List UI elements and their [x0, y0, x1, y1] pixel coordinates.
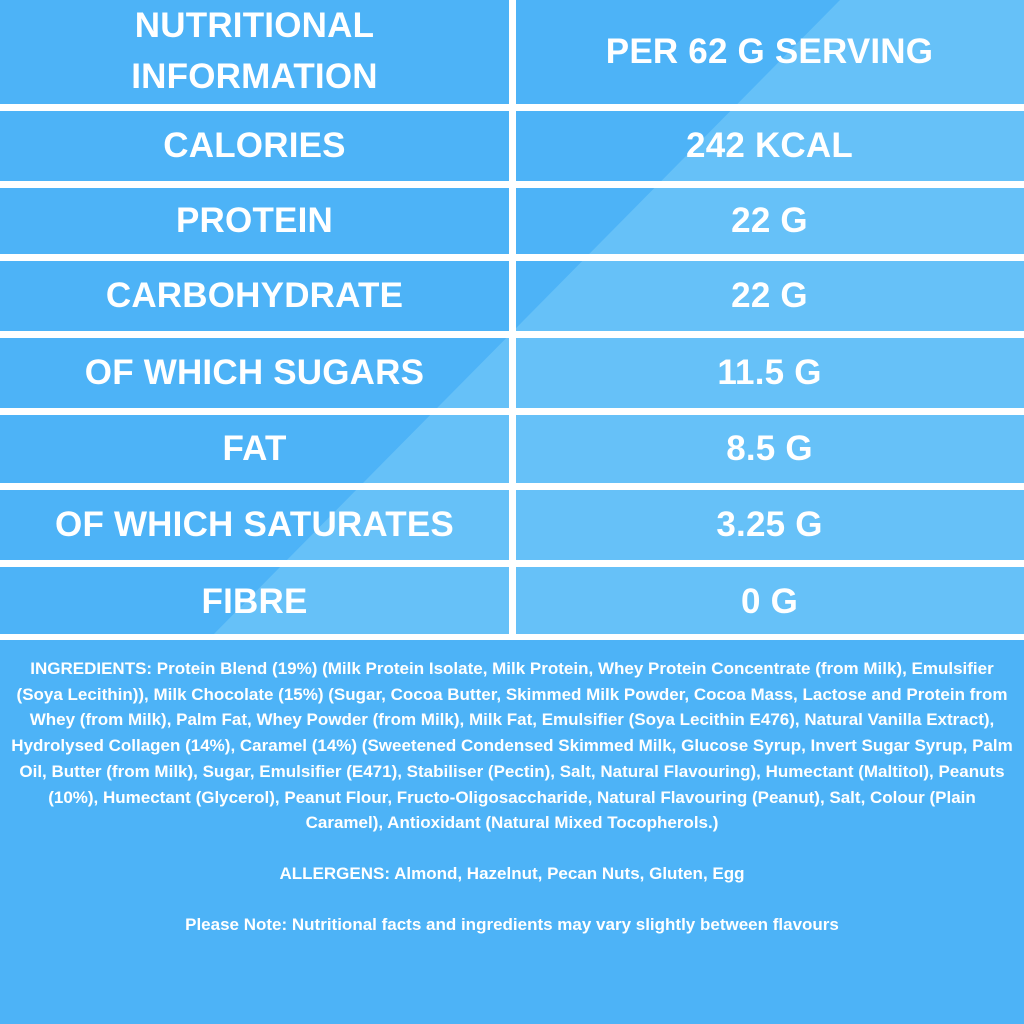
row-label: CARBOHYDRATE	[105, 275, 404, 315]
product-info: INGREDIENTS: Protein Blend (19%) (Milk P…	[10, 656, 1014, 962]
table-row-calories: CALORIES 242 KCAL	[0, 111, 1024, 181]
row-value: 8.5 G	[726, 428, 813, 468]
row-value: 22 G	[731, 275, 808, 315]
header-per-serving: PER 62 G SERVING	[515, 0, 1024, 104]
flavour-note: Please Note: Nutritional facts and ingre…	[185, 914, 839, 934]
column-divider	[509, 0, 516, 640]
table-row-sugars: OF WHICH SUGARS 11.5 G	[0, 338, 1024, 408]
row-value: 242 KCAL	[686, 125, 853, 165]
nutrition-table: NUTRITIONAL INFORMATION PER 62 G SERVING…	[0, 0, 1024, 640]
allergens-text: ALLERGENS: Almond, Hazelnut, Pecan Nuts,…	[279, 863, 745, 883]
row-label: PROTEIN	[176, 200, 333, 240]
row-value: 11.5 G	[717, 352, 822, 392]
header-nutritional-information: NUTRITIONAL INFORMATION	[0, 0, 509, 104]
row-value: 22 G	[731, 200, 808, 240]
row-label: FAT	[222, 428, 287, 468]
table-row-saturates: OF WHICH SATURATES 3.25 G	[0, 490, 1024, 560]
ingredients-text: INGREDIENTS: Protein Blend (19%) (Milk P…	[11, 659, 1013, 833]
table-header-row: NUTRITIONAL INFORMATION PER 62 G SERVING	[0, 0, 1024, 104]
table-row-fibre: FIBRE 0 G	[0, 567, 1024, 637]
table-row-fat: FAT 8.5 G	[0, 415, 1024, 483]
row-label: OF WHICH SATURATES	[55, 504, 454, 544]
table-row-protein: PROTEIN 22 G	[0, 188, 1024, 254]
table-row-carbohydrate: CARBOHYDRATE 22 G	[0, 261, 1024, 331]
header-left-label: NUTRITIONAL INFORMATION	[131, 6, 378, 96]
header-right-label: PER 62 G SERVING	[605, 31, 934, 71]
row-value: 3.25 G	[716, 504, 823, 544]
row-value: 0 G	[740, 581, 798, 621]
row-label: CALORIES	[163, 125, 346, 165]
row-label: FIBRE	[201, 581, 308, 621]
row-label: OF WHICH SUGARS	[84, 352, 425, 392]
